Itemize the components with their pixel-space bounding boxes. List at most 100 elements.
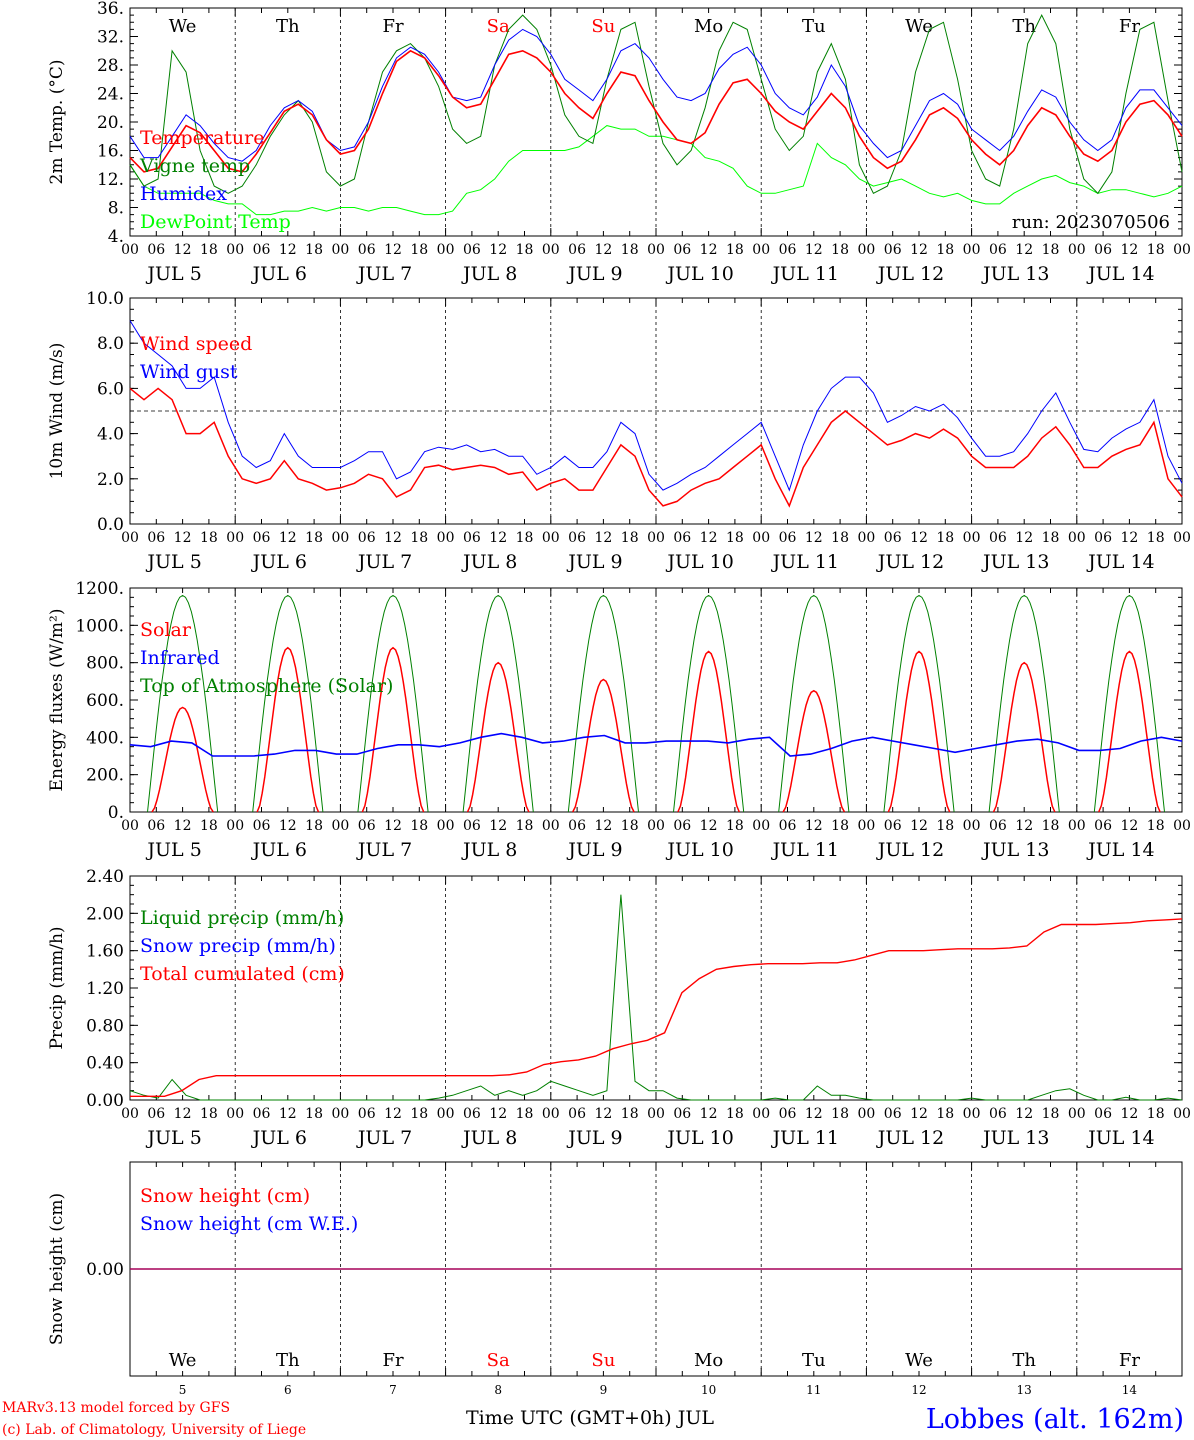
- y-axis-label: Energy fluxes (W/m²): [47, 609, 67, 792]
- hour-tick-label: 00: [121, 1106, 139, 1122]
- y-axis-label: 2m Temp. (°C): [47, 59, 67, 184]
- date-label: JUL 8: [461, 263, 517, 285]
- y-tick-label: 12.: [97, 170, 124, 190]
- y-tick-label: 28.: [97, 56, 124, 76]
- hour-tick-label: 00: [437, 530, 455, 546]
- hour-tick-label: 12: [1015, 818, 1033, 834]
- hour-tick-label: 00: [226, 530, 244, 546]
- y-tick-label: 0.00: [86, 1260, 124, 1280]
- hour-tick-label: 12: [489, 530, 507, 546]
- hour-tick-label: 00: [121, 818, 139, 834]
- legend-entry: Solar: [140, 619, 192, 641]
- weekday-label: Sa: [487, 16, 510, 37]
- legend-entry: Infrared: [140, 647, 220, 669]
- hour-tick-label: 18: [1147, 242, 1165, 258]
- hour-tick-label: 18: [1042, 1106, 1060, 1122]
- hour-tick-label: 18: [936, 818, 954, 834]
- date-label: JUL 10: [665, 839, 733, 861]
- day-number-label: 8: [494, 1383, 502, 1397]
- y-tick-label: 4.0: [97, 425, 124, 445]
- date-label: JUL 9: [566, 1127, 622, 1149]
- y-tick-label: 32.: [97, 28, 124, 48]
- hour-tick-label: 00: [226, 818, 244, 834]
- hour-tick-label: 00: [331, 242, 349, 258]
- y-tick-label: 1.60: [86, 942, 124, 962]
- hour-tick-label: 00: [1068, 818, 1086, 834]
- hour-tick-label: 06: [463, 1106, 481, 1122]
- hour-tick-label: 00: [857, 242, 875, 258]
- day-number-label: 13: [1017, 1383, 1032, 1397]
- hour-tick-label: 06: [673, 530, 691, 546]
- weekday-label: We: [169, 16, 197, 37]
- date-label: JUL 7: [356, 551, 412, 573]
- hour-tick-label: 18: [410, 818, 428, 834]
- hour-tick-label: 06: [463, 242, 481, 258]
- legend-entry: Humidex: [140, 183, 227, 205]
- hour-tick-label: 06: [253, 818, 271, 834]
- hour-tick-label: 06: [884, 530, 902, 546]
- hour-tick-label: 12: [279, 530, 297, 546]
- hour-tick-label: 18: [831, 1106, 849, 1122]
- weekday-label: We: [905, 16, 933, 37]
- hour-tick-label: 12: [174, 530, 192, 546]
- date-label: JUL 14: [1086, 551, 1154, 573]
- hour-tick-label: 18: [410, 242, 428, 258]
- hour-tick-label: 12: [174, 242, 192, 258]
- hour-tick-label: 12: [489, 242, 507, 258]
- legend-entry: Liquid precip (mm/h): [140, 907, 344, 929]
- hour-tick-label: 18: [1042, 530, 1060, 546]
- hour-tick-label: 06: [884, 818, 902, 834]
- hour-tick-label: 00: [857, 1106, 875, 1122]
- location-label: Lobbes (alt. 162m): [926, 1404, 1184, 1435]
- hour-tick-label: 12: [1015, 242, 1033, 258]
- x-axis-title: Time UTC (GMT+0h) JUL: [466, 1407, 714, 1429]
- series-line-liquid-precip: [129, 894, 1183, 1101]
- hour-tick-label: 06: [779, 530, 797, 546]
- hour-tick-label: 00: [1173, 1106, 1191, 1122]
- hour-tick-label: 06: [779, 818, 797, 834]
- hour-tick-label: 06: [673, 1106, 691, 1122]
- date-label: JUL 11: [771, 1127, 839, 1149]
- date-label: JUL 10: [665, 1127, 733, 1149]
- hour-tick-label: 00: [542, 1106, 560, 1122]
- footer-model-line: MARv3.13 model forced by GFS: [2, 1400, 230, 1416]
- date-label: JUL 5: [145, 263, 201, 285]
- hour-tick-label: 12: [910, 1106, 928, 1122]
- y-axis-label: Snow height (cm): [47, 1193, 67, 1345]
- legend-entry: Temperature: [140, 127, 264, 149]
- series-line-wind-gust: [129, 320, 1183, 492]
- hour-tick-label: 18: [305, 818, 323, 834]
- hour-tick-label: 12: [594, 530, 612, 546]
- date-label: JUL 5: [145, 1127, 201, 1149]
- hour-tick-label: 00: [647, 1106, 665, 1122]
- series-line-humidex: [129, 28, 1183, 162]
- day-number-label: 6: [284, 1383, 292, 1397]
- hour-tick-label: 06: [568, 818, 586, 834]
- hour-tick-label: 18: [831, 242, 849, 258]
- date-label: JUL 13: [981, 551, 1049, 573]
- y-tick-label: 6.0: [97, 379, 124, 399]
- series-line-temperature: [129, 49, 1183, 173]
- hour-tick-label: 00: [857, 818, 875, 834]
- y-tick-label: 24.: [97, 85, 124, 105]
- hour-tick-label: 06: [358, 530, 376, 546]
- hour-tick-label: 18: [516, 818, 534, 834]
- y-axis-label: 10m Wind (m/s): [47, 343, 67, 480]
- hour-tick-label: 18: [516, 530, 534, 546]
- hour-tick-label: 18: [305, 530, 323, 546]
- hour-tick-label: 18: [305, 1106, 323, 1122]
- hour-tick-label: 06: [1094, 242, 1112, 258]
- hour-tick-label: 06: [463, 818, 481, 834]
- hour-tick-label: 12: [489, 818, 507, 834]
- hour-tick-label: 06: [1094, 530, 1112, 546]
- hour-tick-label: 06: [358, 818, 376, 834]
- hour-tick-label: 00: [1173, 242, 1191, 258]
- hour-tick-label: 06: [779, 242, 797, 258]
- date-label: JUL 10: [665, 551, 733, 573]
- hour-tick-label: 12: [1015, 1106, 1033, 1122]
- weekday-label: Su: [591, 1350, 615, 1371]
- y-tick-label: 400.: [86, 728, 124, 748]
- y-tick-label: 0.: [108, 803, 124, 823]
- hour-tick-label: 06: [568, 1106, 586, 1122]
- weekday-label: Tu: [802, 16, 826, 37]
